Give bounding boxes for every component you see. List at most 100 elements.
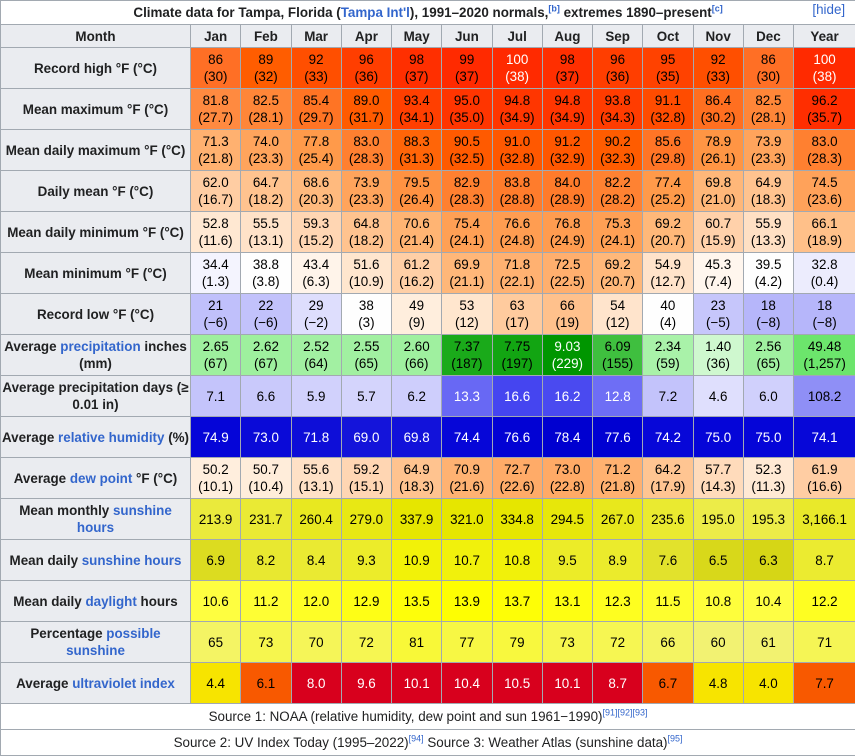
cell-value-metric: (23.6) [807,192,842,207]
cell-value: 72 [610,635,625,650]
cell-value-metric: (17) [505,315,529,330]
row-label: Average ultraviolet index [1,663,191,704]
cell-value: 5.7 [357,389,376,404]
cell-value: 6.09 [605,339,631,354]
cell-value-metric: (34.9) [550,110,585,125]
cell-value: 69.0 [353,430,379,445]
data-cell: 6.09(155) [593,335,643,376]
row-label-text: Average [16,676,72,691]
data-cell: 50.7(10.4) [241,458,291,499]
source-2-refs[interactable]: [94] [409,734,424,744]
cell-value: 55.6 [303,462,329,477]
row-label-link[interactable]: ultraviolet index [72,676,175,691]
cell-value: 93.4 [404,93,430,108]
cell-value: 4.0 [759,676,778,691]
table-row: Average dew point °F (°C)50.2(10.1)50.7(… [1,458,855,499]
tampa-intl-link[interactable]: Tampa Int'l [341,5,410,20]
data-cell: 50.2(10.1) [191,458,241,499]
row-label-link[interactable]: precipitation [60,339,140,354]
cell-value-metric: (4.2) [755,274,783,289]
cell-value: 4.4 [206,676,225,691]
cell-value: 82.2 [605,175,631,190]
data-cell: 13.1 [542,581,592,622]
source-1-refs[interactable]: [91][92][93] [603,708,648,718]
data-cell: 90.5(32.5) [442,130,492,171]
cell-value: 195.0 [701,512,735,527]
row-label: Mean monthly sunshine hours [1,499,191,540]
data-cell: 7.75(197) [492,335,542,376]
cell-value-metric: (28.1) [248,110,283,125]
cell-value: 321.0 [450,512,484,527]
data-cell: 9.5 [542,540,592,581]
cell-value-metric: (20.7) [600,274,635,289]
cell-value: 6.0 [759,389,778,404]
data-cell: 13.5 [392,581,442,622]
data-cell: 82.5(28.1) [241,89,291,130]
cell-value: 61.9 [812,462,838,477]
data-cell: 71.2(21.8) [593,458,643,499]
data-cell: 71 [794,622,855,663]
data-cell: 5.9 [291,376,341,417]
table-row: Mean daily maximum °F (°C)71.3(21.8)74.0… [1,130,855,171]
cell-value: 66 [560,298,575,313]
cell-value: 71.2 [605,462,631,477]
cell-value: 69.8 [404,430,430,445]
cell-value: 2.56 [755,339,781,354]
data-cell: 32.8(0.4) [794,253,855,294]
data-cell: 40(4) [643,294,693,335]
cell-value-metric: (197) [501,356,532,371]
data-cell: 231.7 [241,499,291,540]
data-cell: 82.9(28.3) [442,171,492,212]
cell-value: 6.2 [407,389,426,404]
row-label-link[interactable]: dew point [70,471,132,486]
data-cell: 10.8 [693,581,743,622]
cell-value: 69.8 [705,175,731,190]
cell-value: 13.1 [554,594,580,609]
data-cell: 64.9(18.3) [743,171,793,212]
data-cell: 100(38) [492,48,542,89]
cell-value-metric: (37) [555,69,579,84]
cell-value: 2.55 [353,339,379,354]
row-label-link[interactable]: relative humidity [58,430,164,445]
cell-value-metric: (21.4) [399,233,434,248]
data-cell: 60.7(15.9) [693,212,743,253]
data-cell: 88.3(31.3) [392,130,442,171]
cell-value: 13.9 [454,594,480,609]
row-label: Average relative humidity (%) [1,417,191,458]
row-label: Record low °F (°C) [1,294,191,335]
data-cell: 7.2 [643,376,693,417]
cell-value: 71.8 [504,257,530,272]
column-header-year: Year [794,25,855,48]
hide-toggle-link[interactable]: [hide] [812,1,845,18]
cell-value: 64.2 [655,462,681,477]
cell-value: 49 [409,298,424,313]
data-cell: 91.2(32.9) [542,130,592,171]
cell-value-metric: (59) [656,356,680,371]
data-cell: 76.6 [492,417,542,458]
cell-value: 73.0 [554,462,580,477]
cell-value-metric: (20.7) [650,233,685,248]
cell-value-metric: (17.9) [650,479,685,494]
cell-value: 77.8 [303,134,329,149]
cell-value-metric: (36) [706,356,730,371]
cell-value: 6.6 [257,389,276,404]
data-cell: 12.0 [291,581,341,622]
footnote-b-link[interactable]: [b] [548,4,560,14]
cell-value: 79 [510,635,525,650]
table-row: Mean minimum °F (°C)34.4(1.3)38.8(3.8)43… [1,253,855,294]
cell-value-metric: (32.3) [600,151,635,166]
row-label-link[interactable]: daylight [85,594,136,609]
source-3-refs[interactable]: [95] [668,734,683,744]
footnote-c-link[interactable]: [c] [712,4,723,14]
row-label-link[interactable]: sunshine hours [82,553,182,568]
cell-value: 82.9 [454,175,480,190]
cell-value: 64.9 [404,462,430,477]
cell-value-metric: (65) [756,356,780,371]
data-cell: 75.4(24.1) [442,212,492,253]
cell-value-metric: (28.1) [751,110,786,125]
data-cell: 9.3 [341,540,391,581]
row-label-text: Average [2,430,58,445]
cell-value: 91.1 [655,93,681,108]
